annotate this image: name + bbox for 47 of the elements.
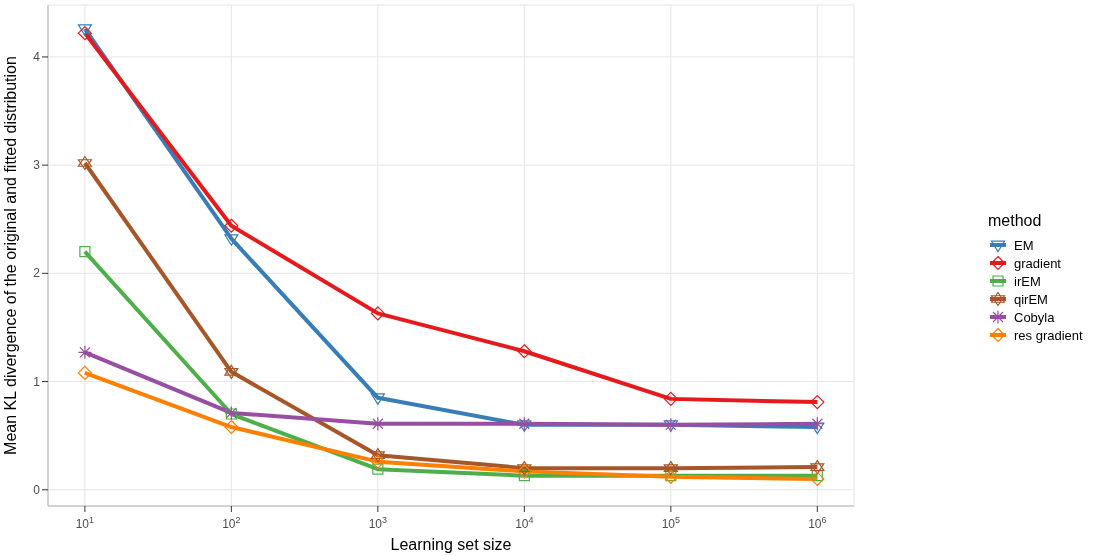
x-tick-label: 10$^{3}$ (368, 515, 388, 531)
point (370, 306, 385, 321)
point (810, 471, 825, 487)
point (517, 416, 532, 431)
point (663, 461, 678, 476)
legend-label: irEM (1014, 273, 1041, 289)
point (224, 218, 239, 233)
y-tick-label: 0 (33, 482, 41, 497)
point (77, 155, 92, 171)
point (372, 463, 384, 475)
point (370, 448, 385, 463)
x-axis-title: Learning set size (390, 536, 512, 553)
point (517, 420, 532, 432)
point (77, 26, 92, 41)
y-tick-label: 2 (33, 266, 41, 281)
point (370, 416, 385, 431)
legend-label: gradient (1014, 255, 1061, 271)
point (77, 365, 92, 380)
point (810, 416, 825, 431)
point (77, 345, 92, 360)
legend-label: Cobyla (1014, 309, 1055, 325)
point (810, 422, 825, 435)
point (370, 454, 385, 469)
legend-label: qirEM (1014, 291, 1048, 307)
legend-label: res gradient (1014, 327, 1083, 343)
point (370, 393, 385, 405)
point (224, 419, 239, 435)
legend-label: EM (1014, 237, 1034, 253)
x-tick-label: 10$^{1}$ (75, 515, 95, 531)
point (77, 24, 92, 36)
point (224, 234, 239, 246)
y-tick-label: 1 (33, 374, 41, 389)
x-tick-label: 10$^{5}$ (661, 515, 681, 531)
point (224, 364, 239, 379)
point (518, 470, 530, 482)
y-tick-label: 4 (33, 49, 41, 64)
legend-title: method (988, 212, 1043, 230)
point (810, 459, 825, 475)
point (79, 246, 91, 258)
y-tick-label: 3 (33, 158, 41, 173)
x-tick-label: 10$^{4}$ (515, 515, 534, 531)
point (663, 391, 678, 406)
x-tick-label: 10$^{6}$ (808, 515, 827, 531)
x-tick-label: 10$^{2}$ (222, 515, 241, 531)
y-axis-title: Mean KL divergence of the original and fitted distribution (1, 56, 19, 455)
point (517, 344, 532, 359)
point (810, 395, 825, 410)
